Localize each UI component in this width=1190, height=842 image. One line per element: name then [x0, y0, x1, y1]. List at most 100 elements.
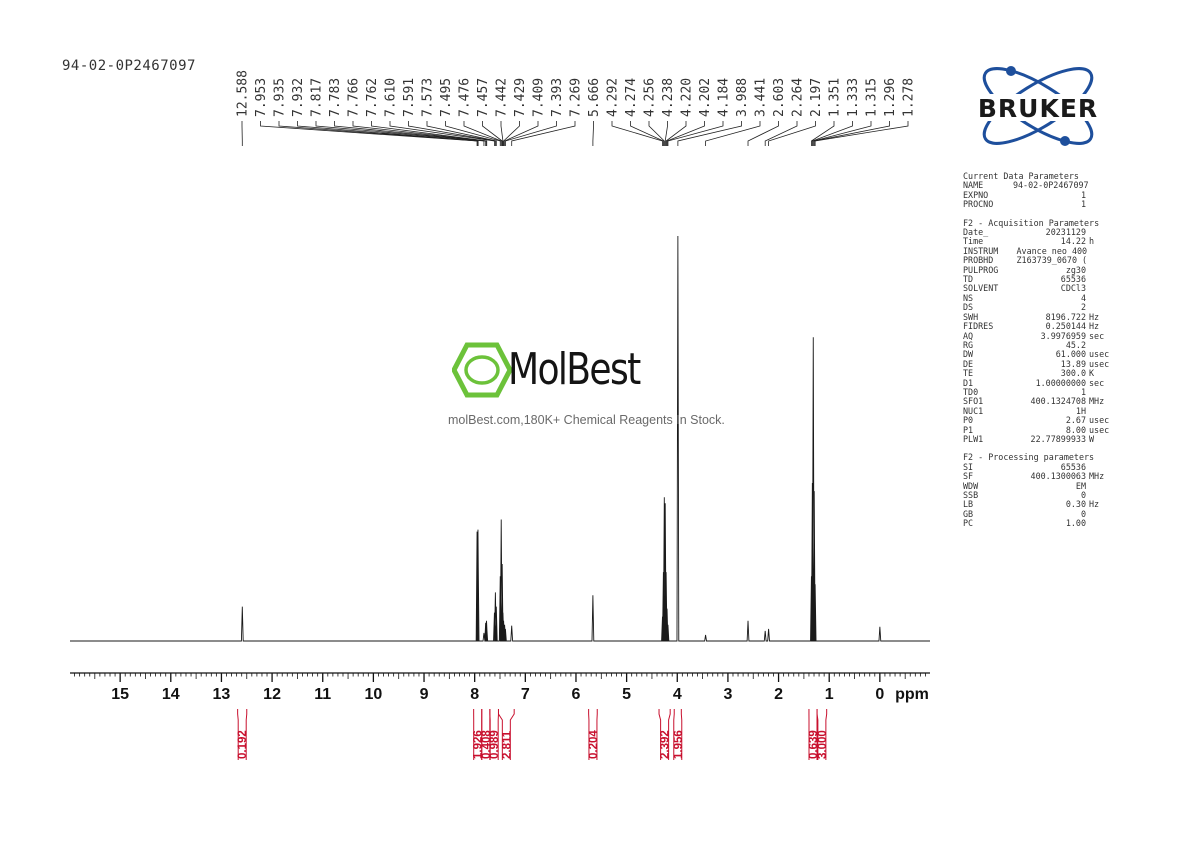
- param-row: AQ 3.9976959 sec: [963, 331, 1113, 341]
- param-value: 14.22: [1060, 236, 1086, 247]
- param-unit: W: [1089, 433, 1095, 444]
- integral-value: 0.204: [588, 730, 600, 759]
- peak-label: 5.666: [587, 78, 602, 117]
- param-key: D1: [963, 377, 974, 388]
- bruker-logo: BRUKER: [953, 62, 1123, 150]
- param-key: SOLVENT: [963, 283, 999, 294]
- integral-bracket: [245, 709, 248, 760]
- param-row: SF 400.1300063 MHz: [963, 471, 1113, 482]
- param-unit: K: [1089, 368, 1095, 379]
- spectrum-line: [70, 235, 930, 642]
- x-tick-label: 14: [162, 686, 180, 703]
- peak-label: 7.457: [476, 78, 491, 117]
- param-key: RG: [963, 339, 974, 350]
- param-value: 45.2: [1065, 339, 1086, 350]
- peak-label: 4.256: [643, 78, 658, 117]
- param-row: PULPROG zg30: [963, 265, 1113, 275]
- param-key: INSTRUM: [963, 245, 999, 256]
- peak-label-connector: [297, 121, 479, 146]
- sample-name: 94-02-0P2467097: [62, 58, 196, 74]
- x-tick-label: 11: [314, 686, 331, 703]
- peak-label-connector: [389, 121, 495, 146]
- peak-label-connector: [811, 121, 835, 146]
- param-key: FIDRES: [963, 321, 994, 332]
- param-value: 4: [1080, 292, 1086, 303]
- peak-label: 1.315: [865, 78, 880, 117]
- param-value: 1.00: [1065, 518, 1086, 529]
- param-value: 400.1324708: [1030, 396, 1086, 407]
- peak-label: 7.476: [458, 78, 473, 117]
- param-key: EXPNO: [963, 189, 989, 200]
- param-unit: usec: [1089, 424, 1110, 435]
- param-unit: MHz: [1089, 471, 1105, 482]
- peak-label-connector: [334, 121, 487, 146]
- peak-label: 7.429: [513, 78, 528, 117]
- acquisition-parameters-panel: Current Data Parameters NAME 94-02-0P2467…: [963, 171, 1113, 538]
- integral-value: 1.956: [673, 730, 685, 759]
- peak-label-connector: [426, 121, 497, 146]
- x-axis: 15 14 13 12 11 10 9 8 7 6 5 4 3 2 1 0: [70, 672, 930, 703]
- peak-label-connector: [315, 121, 485, 146]
- peak-label: 7.591: [402, 78, 417, 117]
- x-tick-label: 15: [111, 686, 129, 703]
- peak-label-connector: [408, 121, 496, 146]
- param-value: 0.30: [1065, 499, 1086, 510]
- param-value: 65536: [1060, 461, 1086, 472]
- peak-label-connector: [648, 121, 665, 146]
- param-key: SI: [963, 461, 974, 472]
- peak-label: 1.351: [828, 78, 843, 117]
- param-key: DS: [963, 302, 974, 313]
- peak-label: 3.988: [735, 78, 750, 117]
- param-unit: [1086, 482, 1113, 491]
- param-row: TE 300.0 K: [963, 368, 1113, 379]
- param-row: P1 8.00 usec: [963, 424, 1113, 435]
- param-row: DW 61.000 usec: [963, 349, 1113, 359]
- param-key: DE: [963, 358, 974, 369]
- param-key: LB: [963, 499, 974, 510]
- peak-label: 7.610: [384, 78, 399, 117]
- peak-label: 2.197: [809, 78, 824, 117]
- x-axis-unit-label: ppm: [895, 686, 929, 703]
- x-tick-label: 4: [673, 686, 682, 703]
- x-tick-label: 9: [420, 686, 429, 703]
- param-key: PLW1: [963, 433, 984, 444]
- param-key: SF: [963, 471, 974, 482]
- param-value: 300.0: [1060, 368, 1086, 379]
- peak-label: 7.766: [347, 78, 362, 117]
- param-key: NUC1: [963, 405, 984, 416]
- param-row: NUC1 1H: [963, 405, 1113, 416]
- param-key: TD0: [963, 386, 979, 397]
- integral-bracket: [237, 709, 239, 760]
- param-unit: [1086, 266, 1113, 275]
- param-key: TD: [963, 274, 974, 285]
- integral-value: 3.000: [817, 730, 829, 759]
- param-value: EM: [1075, 480, 1086, 491]
- processing-section: F2 - Processing parameters SI 65536 SF 400.…: [963, 452, 1113, 529]
- peak-label: 4.238: [661, 78, 676, 117]
- param-row: SWH 8196.722 Hz: [963, 312, 1113, 322]
- peak-label: 7.442: [495, 78, 510, 117]
- x-tick-label: 10: [364, 686, 382, 703]
- param-value: 0.250144: [1045, 321, 1086, 332]
- peak-label: 12.588: [236, 70, 251, 117]
- peak-label-connector: [705, 121, 761, 146]
- param-value: Avance neo 400: [1016, 245, 1088, 256]
- param-row: GB 0: [963, 509, 1113, 519]
- param-value: 2.67: [1065, 415, 1086, 426]
- peak-label: 7.783: [328, 78, 343, 117]
- integral-value: 2.392: [660, 730, 672, 759]
- peak-label-connector: [664, 121, 668, 146]
- param-unit: [1086, 275, 1113, 284]
- param-row: Date_ 20231129: [963, 227, 1113, 238]
- param-key: PC: [963, 518, 974, 529]
- peak-label-connector: [503, 121, 520, 146]
- param-unit: usec: [1089, 415, 1110, 426]
- peak-label: 1.296: [883, 78, 898, 117]
- param-unit: Hz: [1089, 321, 1100, 332]
- param-key: Date_: [963, 227, 989, 238]
- param-value: 1.00000000: [1035, 377, 1086, 388]
- param-row: RG 45.2: [963, 339, 1113, 350]
- param-row: SFO1 400.1324708 MHz: [963, 396, 1113, 407]
- param-value: 8.00: [1065, 424, 1086, 435]
- x-tick-label: 13: [213, 686, 231, 703]
